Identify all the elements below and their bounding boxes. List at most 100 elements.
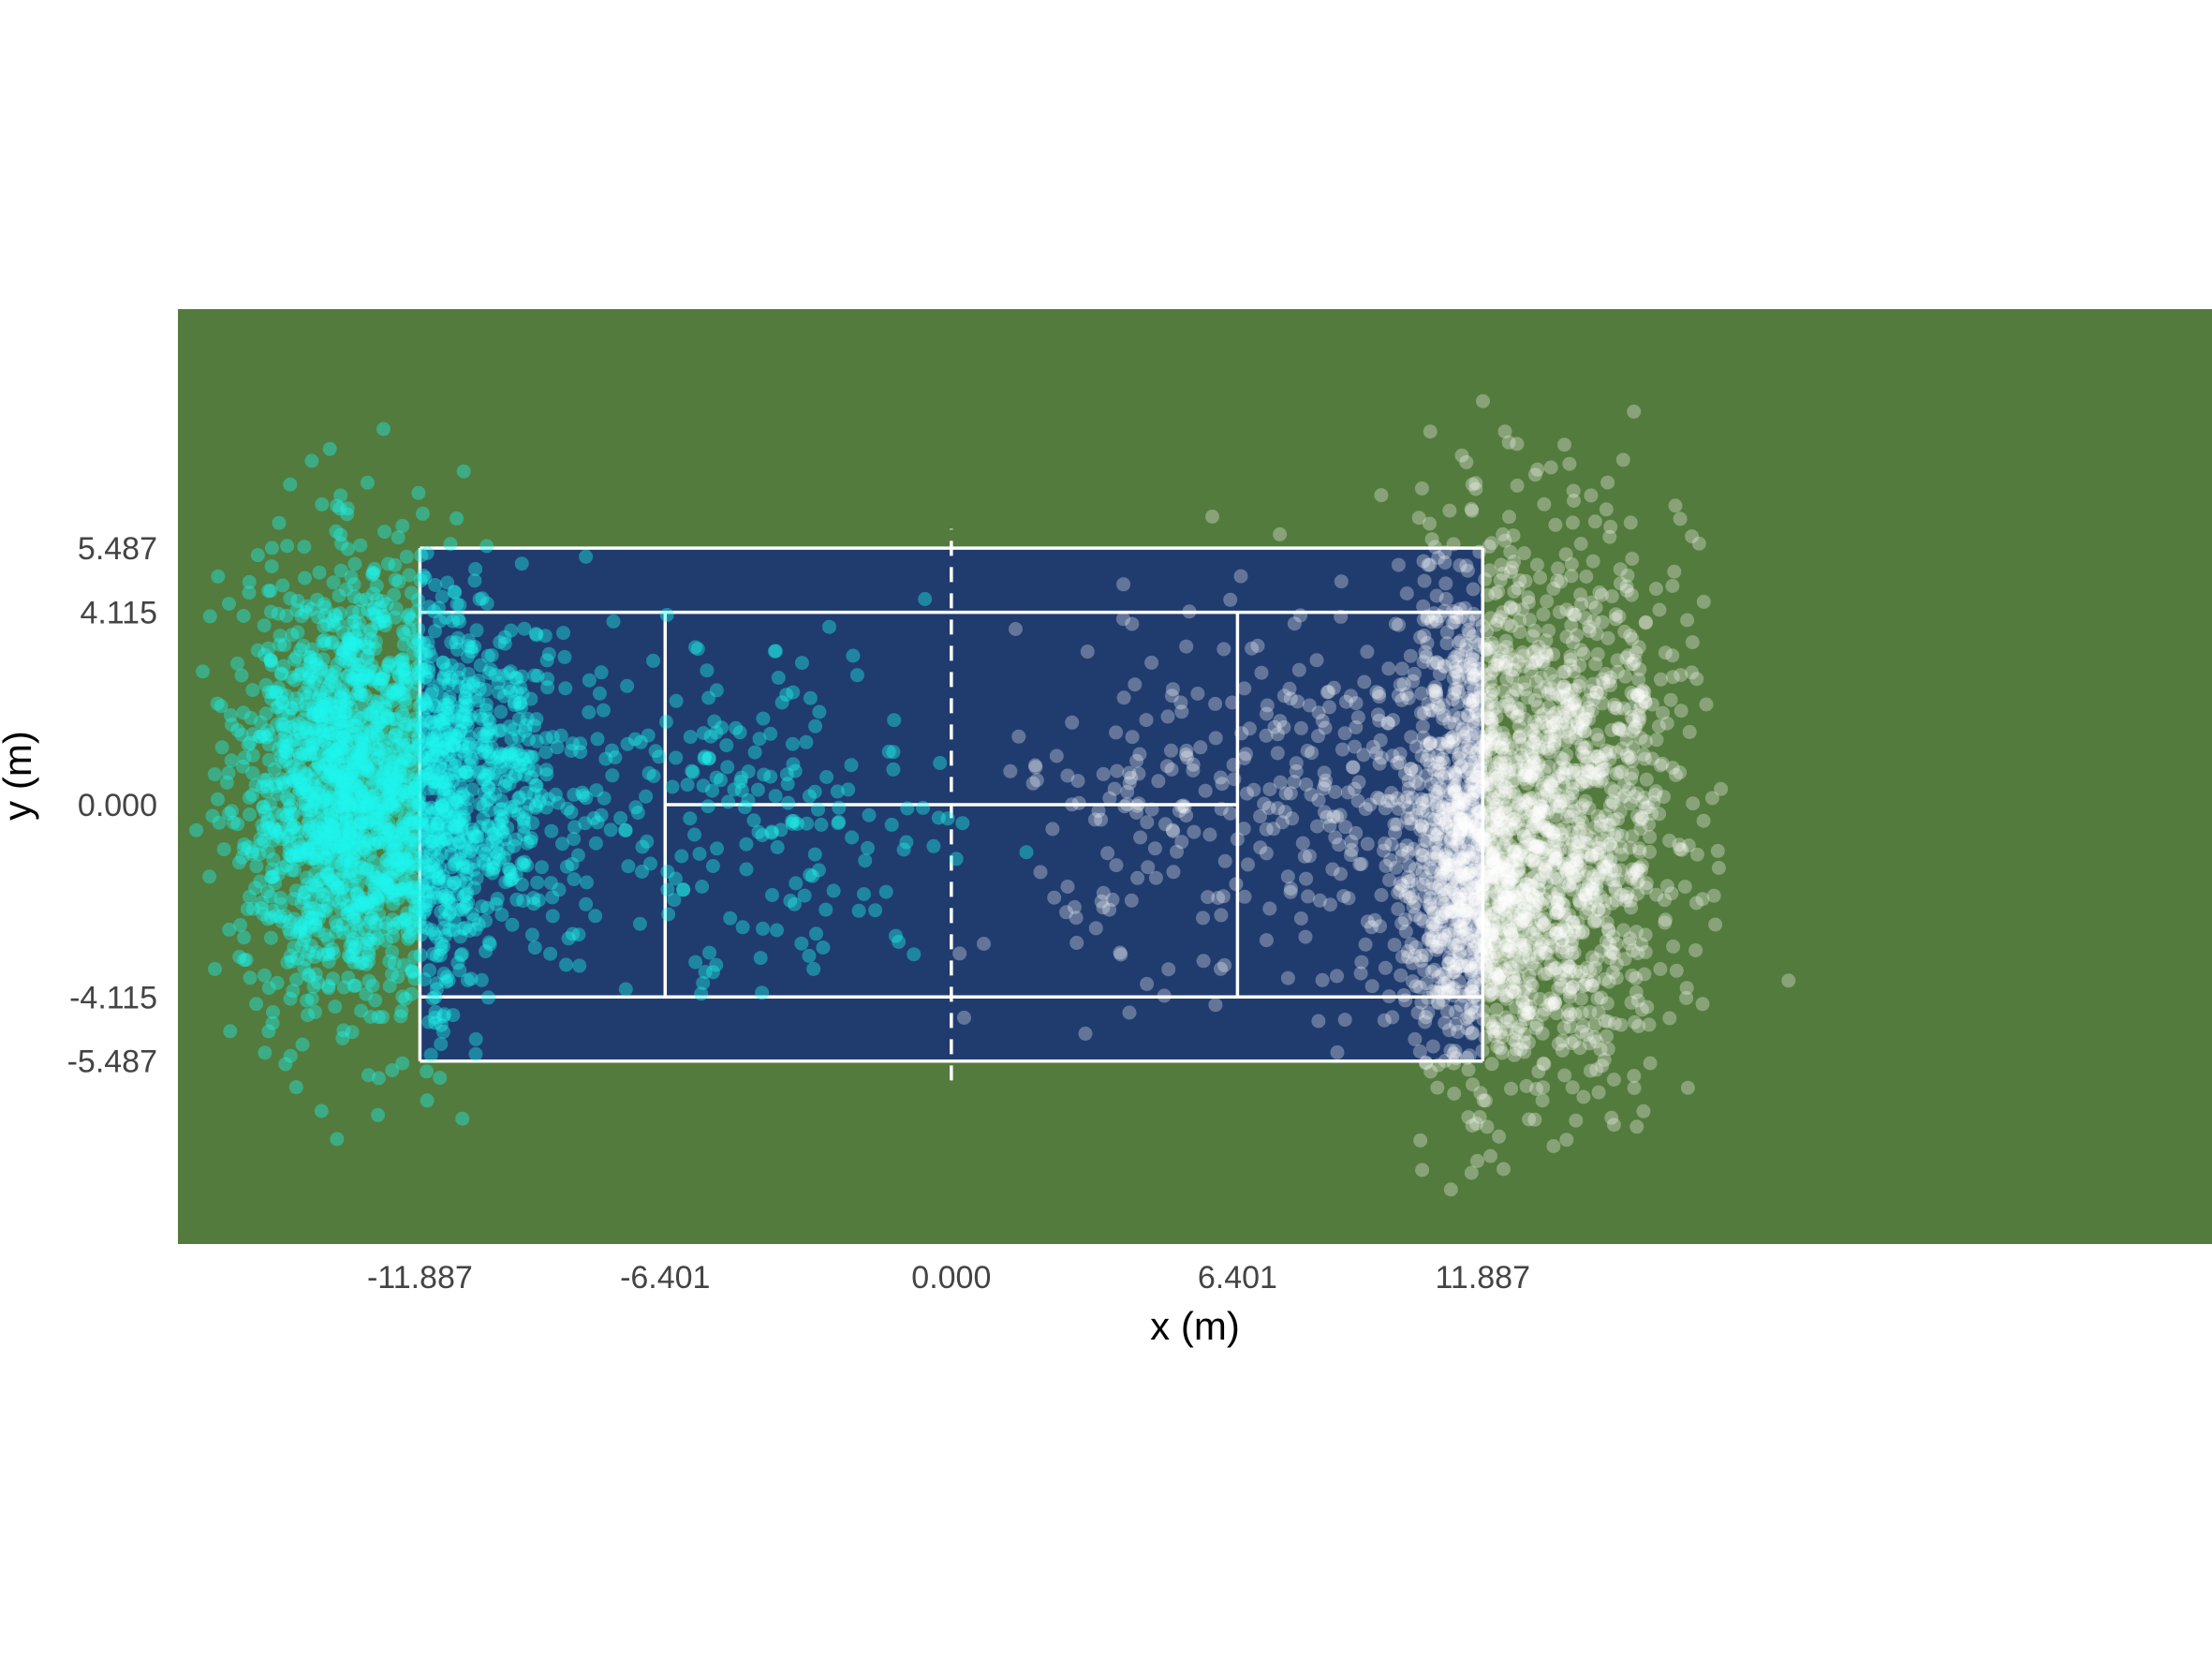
data-point xyxy=(412,913,427,928)
data-point xyxy=(234,727,249,742)
data-point xyxy=(1551,822,1566,837)
data-point xyxy=(1391,557,1406,572)
data-point xyxy=(465,822,479,837)
data-point xyxy=(818,902,833,917)
data-point xyxy=(307,867,322,881)
data-point xyxy=(1410,877,1425,892)
data-point xyxy=(336,644,351,659)
data-point xyxy=(1501,764,1515,779)
data-point xyxy=(493,635,508,650)
court-lines xyxy=(418,528,1485,1081)
data-point xyxy=(635,865,649,879)
data-point xyxy=(1599,502,1614,517)
data-point xyxy=(443,537,458,552)
data-point xyxy=(352,804,366,819)
data-point xyxy=(1318,778,1333,792)
data-point xyxy=(332,736,347,751)
data-point xyxy=(292,782,307,796)
data-point xyxy=(338,798,353,812)
data-point xyxy=(1630,993,1645,1008)
data-point xyxy=(361,900,375,915)
data-point xyxy=(407,950,422,965)
data-point xyxy=(1658,645,1673,660)
data-point xyxy=(424,834,439,849)
data-point xyxy=(350,687,364,702)
data-point xyxy=(274,687,289,702)
data-point xyxy=(285,850,300,865)
data-point xyxy=(337,792,352,807)
data-point xyxy=(306,701,320,716)
data-point xyxy=(381,877,395,892)
data-point xyxy=(386,842,400,857)
data-point xyxy=(846,648,861,663)
data-point xyxy=(326,971,340,986)
data-point xyxy=(269,778,283,793)
data-point xyxy=(434,834,449,849)
data-point xyxy=(694,986,709,1001)
data-point xyxy=(379,887,394,902)
data-point xyxy=(326,745,341,760)
data-point xyxy=(1630,862,1644,877)
data-point xyxy=(1413,1133,1428,1148)
data-point xyxy=(1599,934,1614,949)
data-point xyxy=(474,972,489,987)
data-point xyxy=(432,869,447,884)
data-point xyxy=(1502,510,1516,525)
data-point xyxy=(1510,683,1525,698)
data-point xyxy=(395,652,410,667)
data-point xyxy=(1214,908,1229,923)
data-point xyxy=(1464,1026,1479,1041)
data-point xyxy=(497,778,512,793)
data-point xyxy=(720,760,735,775)
data-point xyxy=(1523,1000,1538,1014)
data-point xyxy=(1600,475,1615,490)
data-point xyxy=(401,752,416,767)
data-point xyxy=(297,885,312,900)
data-point xyxy=(588,909,603,924)
data-point xyxy=(354,711,368,725)
data-point xyxy=(1621,648,1636,663)
data-point xyxy=(1406,899,1421,914)
data-point xyxy=(786,813,801,828)
data-points xyxy=(189,393,1796,1197)
data-point xyxy=(368,832,383,847)
data-point xyxy=(1259,822,1274,837)
data-point xyxy=(1065,797,1080,812)
data-point xyxy=(350,878,365,893)
data-point xyxy=(582,704,597,719)
data-point xyxy=(382,787,397,802)
data-point xyxy=(641,728,656,743)
data-point xyxy=(393,1009,408,1024)
data-point xyxy=(302,649,317,664)
data-point xyxy=(1586,691,1601,706)
data-point xyxy=(594,665,609,680)
data-point xyxy=(348,830,363,845)
data-point xyxy=(216,842,231,857)
data-point xyxy=(382,655,397,670)
data-point xyxy=(340,778,355,792)
data-point xyxy=(391,751,406,766)
data-point xyxy=(283,477,298,492)
data-point xyxy=(261,1024,276,1039)
data-point xyxy=(1254,665,1269,680)
data-point xyxy=(1677,880,1692,895)
data-point xyxy=(336,926,351,941)
data-point xyxy=(1639,800,1653,815)
data-point xyxy=(293,643,308,658)
data-point xyxy=(261,641,275,656)
data-point xyxy=(522,733,536,747)
data-point xyxy=(383,777,398,792)
data-point xyxy=(266,852,281,867)
data-point xyxy=(1190,687,1205,701)
data-point xyxy=(814,817,829,832)
data-point xyxy=(1475,1044,1490,1059)
data-point xyxy=(306,979,321,994)
data-point xyxy=(279,733,294,748)
data-point xyxy=(317,823,332,838)
data-point xyxy=(557,649,572,664)
data-point xyxy=(332,895,347,910)
data-point xyxy=(263,652,278,667)
data-point xyxy=(230,817,245,832)
data-point xyxy=(379,879,394,894)
data-point xyxy=(390,864,405,879)
